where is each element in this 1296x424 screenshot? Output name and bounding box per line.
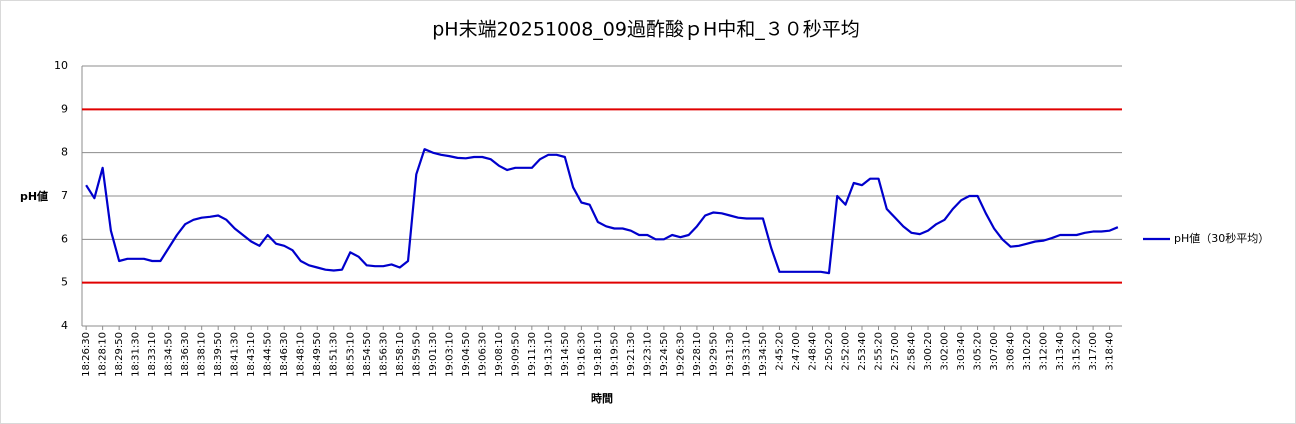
x-tick-label: 19:04:50 bbox=[461, 332, 472, 377]
x-tick-label: 18:49:50 bbox=[312, 332, 323, 377]
x-tick-label: 19:34:50 bbox=[758, 332, 769, 377]
x-tick-label: 18:51:30 bbox=[329, 332, 340, 377]
y-tick-label: 4 bbox=[61, 319, 68, 332]
x-tick-label: 18:26:30 bbox=[81, 332, 92, 377]
x-tick-label: 18:44:50 bbox=[263, 332, 274, 377]
y-tick-label: 8 bbox=[61, 146, 68, 159]
y-tick-label: 6 bbox=[61, 232, 68, 245]
x-tick-label: 18:31:30 bbox=[131, 332, 142, 377]
x-tick-label: 2:58:40 bbox=[907, 332, 918, 371]
x-tick-label: 18:34:50 bbox=[164, 332, 175, 377]
x-tick-label: 18:29:50 bbox=[114, 332, 125, 377]
x-tick-label: 18:36:30 bbox=[180, 332, 191, 377]
x-tick-label: 2:50:20 bbox=[824, 332, 835, 371]
x-tick-label: 18:38:10 bbox=[197, 332, 208, 377]
x-tick-label: 18:46:30 bbox=[279, 332, 290, 377]
x-tick-label: 19:18:10 bbox=[593, 332, 604, 377]
y-axis-title: pH値 bbox=[20, 189, 48, 203]
x-tick-label: 19:06:30 bbox=[477, 332, 488, 377]
y-tick-label: 7 bbox=[61, 189, 68, 202]
x-tick-label: 18:28:10 bbox=[98, 332, 109, 377]
x-tick-label: 18:33:10 bbox=[147, 332, 158, 377]
x-tick-label: 2:57:00 bbox=[890, 332, 901, 371]
x-tick-label: 3:12:00 bbox=[1039, 332, 1050, 371]
x-tick-label: 19:14:50 bbox=[560, 332, 571, 377]
x-tick-label: 18:58:10 bbox=[395, 332, 406, 377]
x-tick-label: 19:13:10 bbox=[543, 332, 554, 377]
x-tick-label: 19:21:30 bbox=[626, 332, 637, 377]
x-tick-label: 19:28:10 bbox=[692, 332, 703, 377]
x-tick-label: 2:45:20 bbox=[774, 332, 785, 371]
x-tick-label: 3:00:20 bbox=[923, 332, 934, 371]
x-tick-label: 2:55:20 bbox=[874, 332, 885, 371]
x-tick-label: 19:19:50 bbox=[609, 332, 620, 377]
x-tick-label: 3:18:40 bbox=[1105, 332, 1116, 371]
y-tick-label: 10 bbox=[54, 59, 68, 72]
x-tick-label: 3:13:40 bbox=[1055, 332, 1066, 371]
x-tick-label: 19:16:30 bbox=[576, 332, 587, 377]
x-tick-label: 18:39:50 bbox=[213, 332, 224, 377]
x-tick-label: 19:31:30 bbox=[725, 332, 736, 377]
x-tick-label: 18:59:50 bbox=[411, 332, 422, 377]
x-tick-label: 3:08:40 bbox=[1006, 332, 1017, 371]
y-tick-label: 9 bbox=[61, 102, 68, 115]
x-tick-label: 2:47:00 bbox=[791, 332, 802, 371]
x-tick-label: 3:10:20 bbox=[1022, 332, 1033, 371]
x-tick-label: 19:23:10 bbox=[642, 332, 653, 377]
chart-title: pH末端20251008_09過酢酸ｐH中和_３０秒平均 bbox=[432, 19, 860, 41]
x-tick-label: 3:15:20 bbox=[1072, 332, 1083, 371]
x-tick-label: 18:43:10 bbox=[246, 332, 257, 377]
x-tick-label: 18:54:50 bbox=[362, 332, 373, 377]
x-tick-label: 19:24:50 bbox=[659, 332, 670, 377]
legend-label: pH値（30秒平均） bbox=[1174, 231, 1269, 245]
x-tick-label: 18:56:30 bbox=[378, 332, 389, 377]
x-tick-label: 19:29:50 bbox=[708, 332, 719, 377]
x-tick-label: 2:53:40 bbox=[857, 332, 868, 371]
x-tick-label: 3:05:20 bbox=[973, 332, 984, 371]
x-tick-label: 3:03:40 bbox=[956, 332, 967, 371]
x-tick-label: 18:41:30 bbox=[230, 332, 241, 377]
x-tick-label: 19:01:30 bbox=[428, 332, 439, 377]
x-tick-label: 19:03:10 bbox=[444, 332, 455, 377]
y-tick-label: 5 bbox=[61, 276, 68, 289]
x-axis-title: 時間 bbox=[591, 391, 613, 405]
x-tick-label: 19:33:10 bbox=[741, 332, 752, 377]
x-tick-label: 3:07:00 bbox=[989, 332, 1000, 371]
x-tick-label: 19:09:50 bbox=[510, 332, 521, 377]
x-tick-label: 18:48:10 bbox=[296, 332, 307, 377]
x-tick-label: 3:17:00 bbox=[1088, 332, 1099, 371]
x-tick-label: 19:26:30 bbox=[675, 332, 686, 377]
data-line bbox=[85, 148, 1119, 275]
x-tick-label: 2:52:00 bbox=[840, 332, 851, 371]
x-tick-label: 18:53:10 bbox=[345, 332, 356, 377]
x-tick-label: 19:11:30 bbox=[527, 332, 538, 377]
x-tick-label: 19:08:10 bbox=[494, 332, 505, 377]
x-tick-label: 2:48:40 bbox=[807, 332, 818, 371]
x-tick-label: 3:02:00 bbox=[940, 332, 951, 371]
